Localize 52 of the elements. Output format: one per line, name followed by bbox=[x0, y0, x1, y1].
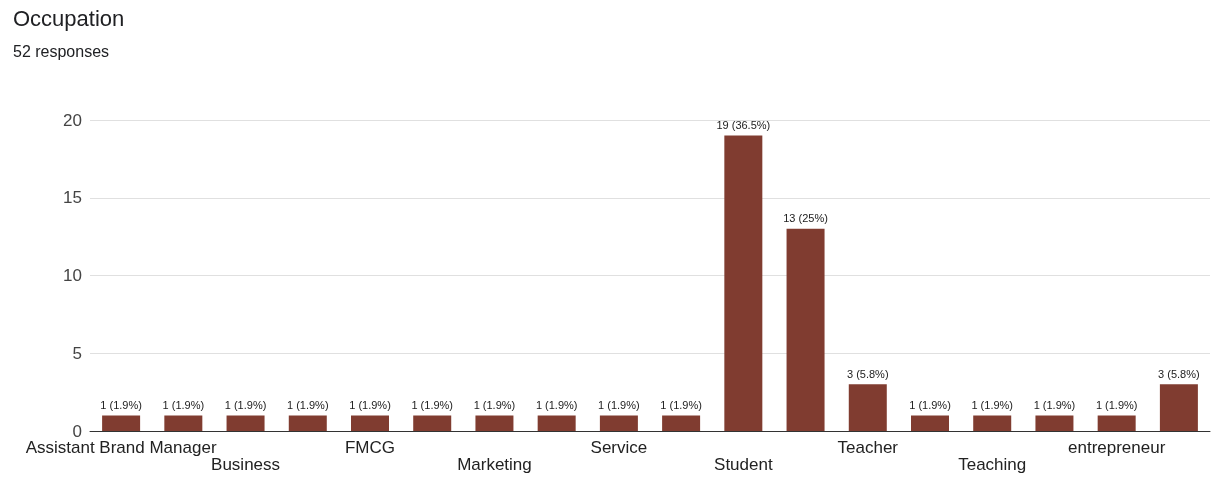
bar bbox=[1097, 415, 1136, 431]
data-label: 3 (5.8%) bbox=[1158, 367, 1200, 380]
chart-subtitle: 52 responses bbox=[13, 42, 110, 60]
data-label: 1 (1.9%) bbox=[224, 398, 267, 411]
x-tick-label: Student bbox=[714, 455, 773, 474]
x-tick-label: Teaching bbox=[958, 455, 1027, 474]
data-label: 1 (1.9%) bbox=[909, 398, 951, 411]
bar bbox=[973, 415, 1012, 431]
bar bbox=[1035, 415, 1074, 431]
bar bbox=[164, 415, 203, 431]
chart-title: Occupation bbox=[13, 5, 125, 31]
y-tick-label: 5 bbox=[72, 343, 82, 363]
data-label: 1 (1.9%) bbox=[100, 398, 142, 411]
x-tick-label: Business bbox=[211, 455, 281, 474]
x-tick-label: Service bbox=[590, 438, 648, 457]
bar bbox=[102, 415, 141, 431]
bar bbox=[226, 415, 265, 431]
x-tick-label: Teacher bbox=[837, 438, 899, 457]
bar bbox=[599, 415, 638, 431]
bar bbox=[911, 415, 949, 431]
y-tick-label: 0 bbox=[72, 421, 82, 441]
data-label: 13 (25%) bbox=[783, 212, 828, 225]
x-tick-label: entrepreneur bbox=[1067, 438, 1166, 457]
data-label: 19 (36.5%) bbox=[716, 119, 771, 132]
bar bbox=[475, 415, 514, 431]
data-label: 1 (1.9%) bbox=[535, 398, 578, 411]
bar bbox=[351, 415, 389, 431]
data-label: 1 (1.9%) bbox=[598, 398, 640, 411]
data-label: 1 (1.9%) bbox=[349, 398, 391, 411]
data-label: 1 (1.9%) bbox=[660, 398, 702, 411]
data-label: 1 (1.9%) bbox=[162, 398, 205, 411]
bar bbox=[724, 135, 763, 431]
data-label: 1 (1.9%) bbox=[411, 398, 454, 411]
x-tick-label: Assistant Brand Manager bbox=[25, 438, 217, 457]
data-label: 1 (1.9%) bbox=[473, 398, 516, 411]
x-tick-label: FMCG bbox=[344, 438, 396, 457]
bar bbox=[537, 415, 576, 431]
bar bbox=[1159, 384, 1198, 431]
y-tick-label: 15 bbox=[63, 188, 82, 208]
bar bbox=[413, 415, 452, 431]
bar bbox=[288, 415, 327, 431]
data-label: 1 (1.9%) bbox=[971, 398, 1014, 411]
data-label: 3 (5.8%) bbox=[846, 367, 889, 380]
bar bbox=[662, 415, 701, 431]
y-tick-label: 10 bbox=[63, 266, 82, 285]
data-label: 1 (1.9%) bbox=[1095, 398, 1138, 411]
bar bbox=[848, 384, 887, 431]
data-label: 1 (1.9%) bbox=[286, 398, 329, 411]
bar bbox=[786, 228, 825, 431]
x-tick-label: Marketing bbox=[457, 455, 532, 474]
data-label: 1 (1.9%) bbox=[1033, 398, 1076, 411]
y-tick-label: 20 bbox=[63, 110, 82, 130]
